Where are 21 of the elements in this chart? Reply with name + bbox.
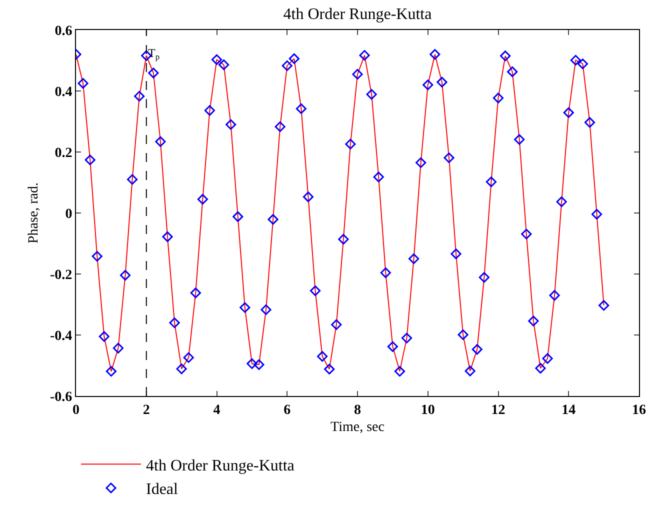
x-tick-label: 14	[562, 402, 576, 418]
ref-line-label: T$_{p}$	[148, 46, 160, 62]
y-tick-label: 0.4	[54, 84, 72, 100]
x-axis-title: Time, sec	[330, 420, 384, 436]
x-tick-label: 8	[354, 402, 361, 418]
y-tick-label: 0.6	[54, 24, 72, 39]
y-tick-label: -0.2	[50, 268, 72, 283]
legend-label: Ideal	[146, 481, 179, 498]
y-tick-label: -0.4	[50, 328, 72, 344]
y-tick-label: -0.6	[50, 390, 72, 405]
x-tick-label: 12	[491, 402, 506, 418]
x-tick-label: 16	[632, 402, 646, 418]
y-tick-label: 0.2	[54, 146, 72, 161]
chart-title: 4th Order Runge-Kutta	[283, 6, 432, 23]
legend-label: 4th Order Runge-Kutta	[146, 457, 294, 474]
y-axis-title: Phase, rad.	[26, 182, 42, 244]
y-tick-label: 0	[65, 206, 72, 222]
x-tick-label: 6	[284, 402, 291, 418]
x-tick-label: 4	[213, 402, 220, 418]
x-tick-label: 2	[142, 402, 150, 418]
x-tick-label: 10	[420, 402, 435, 418]
